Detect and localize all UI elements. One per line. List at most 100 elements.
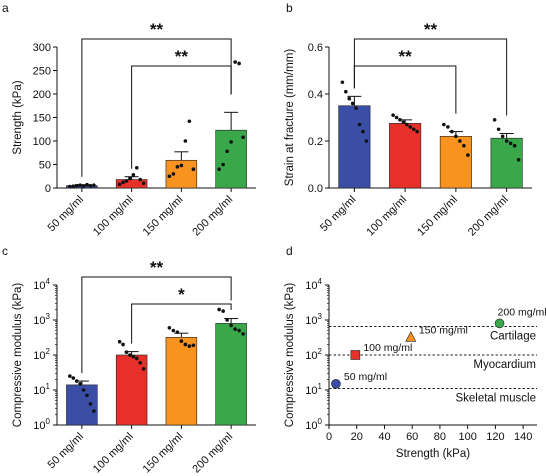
- scatter-point: [494, 318, 505, 329]
- y-tick-label: 103: [305, 312, 322, 327]
- data-point: [78, 382, 82, 386]
- significance-bracket: [353, 65, 457, 114]
- data-point: [408, 125, 413, 129]
- y-tick-label: 101: [33, 382, 50, 397]
- data-point: [183, 342, 188, 347]
- scatter-point: [350, 350, 361, 360]
- reference-line-label: Myocardium: [473, 359, 536, 371]
- data-point: [225, 149, 229, 154]
- data-point: [415, 129, 419, 134]
- data-point: [221, 309, 225, 313]
- data-point: [175, 165, 180, 169]
- panel-letter-a: a: [2, 1, 9, 15]
- x-tick-label: 20: [351, 431, 363, 443]
- significance-label: **: [399, 47, 413, 66]
- data-point: [364, 139, 369, 143]
- data-point: [171, 172, 176, 176]
- significance-label: *: [178, 285, 185, 304]
- data-point: [78, 183, 82, 187]
- data-point: [221, 162, 225, 167]
- data-point: [508, 141, 513, 146]
- data-point: [225, 318, 229, 322]
- data-point: [117, 339, 122, 344]
- panel-letter-d: d: [286, 244, 293, 258]
- data-point: [217, 167, 221, 171]
- significance-bracket: [81, 276, 232, 374]
- data-point: [88, 402, 93, 406]
- data-point: [68, 184, 72, 189]
- data-point: [187, 119, 192, 124]
- x-tick-label: 150 mg/ml: [141, 194, 186, 239]
- y-tick-label: 102: [33, 347, 50, 362]
- significance-bracket: [131, 65, 232, 169]
- data-point: [229, 323, 233, 328]
- data-point: [71, 184, 76, 188]
- data-point: [241, 135, 245, 140]
- bar: [66, 384, 98, 426]
- data-point: [500, 134, 505, 139]
- y-tick-label: 102: [305, 347, 322, 362]
- data-point: [492, 118, 497, 122]
- data-point: [458, 139, 462, 143]
- x-tick-label: 200 mg/ml: [190, 194, 235, 239]
- data-point: [512, 143, 517, 148]
- data-point: [187, 344, 192, 348]
- data-point: [179, 163, 184, 168]
- scatter-point: [331, 379, 341, 389]
- y-tick-label: 200: [33, 89, 51, 101]
- x-tick-label: 50 mg/ml: [46, 194, 86, 234]
- y-tick-label: 104: [33, 277, 50, 292]
- panel-letter-b: b: [286, 1, 293, 15]
- bar: [439, 136, 472, 189]
- data-point: [117, 182, 122, 187]
- y-tick-label: 101: [305, 382, 322, 397]
- x-tick-label: 200 mg/ml: [466, 194, 511, 239]
- panel-letter-c: c: [2, 244, 8, 258]
- data-point: [466, 153, 470, 157]
- scatter-point-label: 50 mg/ml: [344, 371, 387, 383]
- x-tick-label: 100 mg/ml: [364, 194, 409, 239]
- data-point: [92, 409, 96, 413]
- significance-label: **: [424, 20, 438, 39]
- data-point: [446, 125, 450, 129]
- data-point: [171, 328, 176, 333]
- data-point: [450, 129, 454, 134]
- data-point: [183, 139, 188, 143]
- data-point: [496, 127, 501, 132]
- significance-bracket: [353, 38, 508, 116]
- y-tick-label: 0: [45, 183, 51, 195]
- data-point: [138, 177, 142, 182]
- data-point: [88, 183, 93, 188]
- data-point: [179, 339, 184, 343]
- data-point: [398, 118, 402, 122]
- y-tick-label: 104: [305, 277, 322, 292]
- x-tick-label: 100: [458, 431, 476, 443]
- y-tick-label: 50: [39, 160, 51, 172]
- panel-b-strain: b 0.0 0.2 0.4 0.6 Strain at fracture (mm/mm)…: [284, 1, 532, 238]
- significance-label: **: [150, 20, 164, 39]
- x-tick-label: 60: [406, 431, 418, 443]
- data-point: [131, 354, 136, 359]
- panel-a-strength: a 0 50 100 150 200 250 300 Strength (kPa) 50 mg/…: [2, 1, 256, 238]
- x-tick-label: 150 mg/ml: [141, 431, 186, 476]
- significance-bracket: [131, 303, 232, 344]
- data-point: [124, 179, 129, 183]
- bar: [215, 323, 247, 426]
- data-point: [175, 330, 180, 334]
- data-point: [340, 80, 345, 85]
- data-point: [462, 143, 466, 148]
- bar: [215, 129, 247, 189]
- significance-label: **: [175, 47, 189, 66]
- y-tick-label: 100: [33, 417, 50, 432]
- data-point: [124, 350, 129, 355]
- data-point: [141, 367, 146, 371]
- bar: [389, 123, 422, 189]
- y-tick-label: 100: [305, 417, 322, 432]
- data-point: [233, 60, 237, 64]
- x-tick-label: 50 mg/ml: [318, 194, 358, 234]
- x-tick-label: 40: [378, 431, 390, 443]
- x-tick-label: 100 mg/ml: [91, 431, 136, 476]
- data-point: [81, 184, 86, 188]
- data-point: [85, 393, 89, 398]
- y-tick-label: 250: [33, 66, 51, 78]
